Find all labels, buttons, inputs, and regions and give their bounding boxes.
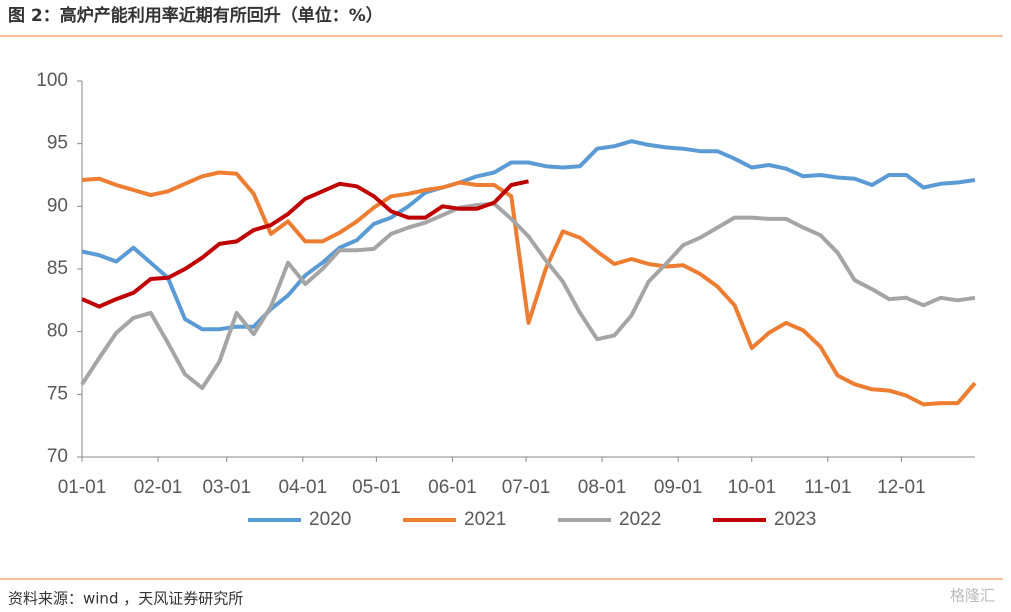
x-tick-label: 06-01 (428, 477, 477, 498)
source: 资料来源：wind ，天风证券研究所 (8, 590, 243, 608)
y-tick-label: 90 (47, 195, 68, 216)
legend-label: 2022 (619, 509, 661, 530)
watermark: 格隆汇 (950, 587, 995, 605)
series-line (81, 170, 977, 407)
y-tick-label: 100 (36, 70, 68, 91)
x-tick-label: 02-01 (134, 477, 183, 498)
x-tick-label: 11-01 (804, 477, 851, 498)
y-tick-label: 75 (47, 383, 68, 404)
legend-label: 2021 (464, 509, 506, 530)
chart-title: 图 2：高炉产能利用率近期有所回升（单位：%） (8, 5, 383, 26)
x-tick-label: 03-01 (202, 477, 251, 498)
x-tick-label: 08-01 (578, 477, 627, 498)
x-tick-label: 10-01 (727, 477, 776, 498)
x-tick-label: 09-01 (654, 477, 703, 498)
x-tick-label: 01-01 (58, 477, 107, 498)
y-tick-label: 80 (47, 321, 68, 342)
series-line (81, 179, 529, 309)
y-tick-label: 95 (47, 133, 68, 154)
x-tick-label: 05-01 (352, 477, 401, 498)
legend-label: 2023 (774, 509, 816, 530)
y-tick-label: 70 (47, 446, 68, 467)
legend-label: 2020 (309, 509, 351, 530)
y-tick-label: 85 (47, 258, 68, 279)
x-tick-label: 04-01 (278, 477, 327, 498)
x-tick-label: 07-01 (502, 477, 551, 498)
x-tick-label: 12-01 (877, 477, 926, 498)
series-line (80, 201, 976, 391)
